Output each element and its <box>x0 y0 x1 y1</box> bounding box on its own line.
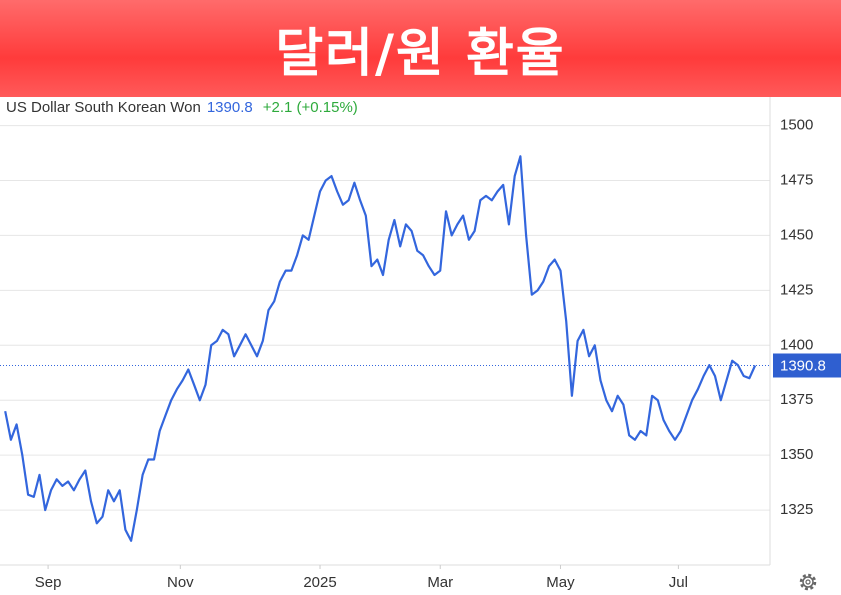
y-tick-label: 1325 <box>780 501 813 518</box>
x-tick-label: Mar <box>427 574 453 591</box>
y-tick-label: 1425 <box>780 281 813 298</box>
x-tick-label: Sep <box>35 574 62 591</box>
last-value-label: 1390.8 <box>780 357 826 374</box>
series-name: US Dollar South Korean Won <box>6 99 201 116</box>
y-tick-label: 1475 <box>780 171 813 188</box>
settings-icon[interactable] <box>799 573 817 591</box>
y-tick-label: 1450 <box>780 226 813 243</box>
price-line <box>4 155 757 542</box>
x-tick-label: May <box>546 574 575 591</box>
last-value: 1390.8 <box>207 99 253 116</box>
change: +2.1 (+0.15%) <box>263 99 358 116</box>
y-tick-label: 1500 <box>780 117 813 134</box>
last-value-box <box>773 353 841 378</box>
chart-title: 달러/원 환율 <box>275 24 566 84</box>
banner: 달러/원 환율 <box>0 0 841 97</box>
y-tick-label: 1375 <box>780 391 813 408</box>
x-tick-label: Jul <box>669 574 688 591</box>
header: US Dollar South Korean Won 1390.8 +2.1 (+0… <box>6 99 358 116</box>
y-tick-label: 1400 <box>780 336 813 353</box>
x-tick-label: 2025 <box>303 574 336 591</box>
x-tick-label: Nov <box>167 574 194 591</box>
y-tick-label: 1350 <box>780 446 813 463</box>
